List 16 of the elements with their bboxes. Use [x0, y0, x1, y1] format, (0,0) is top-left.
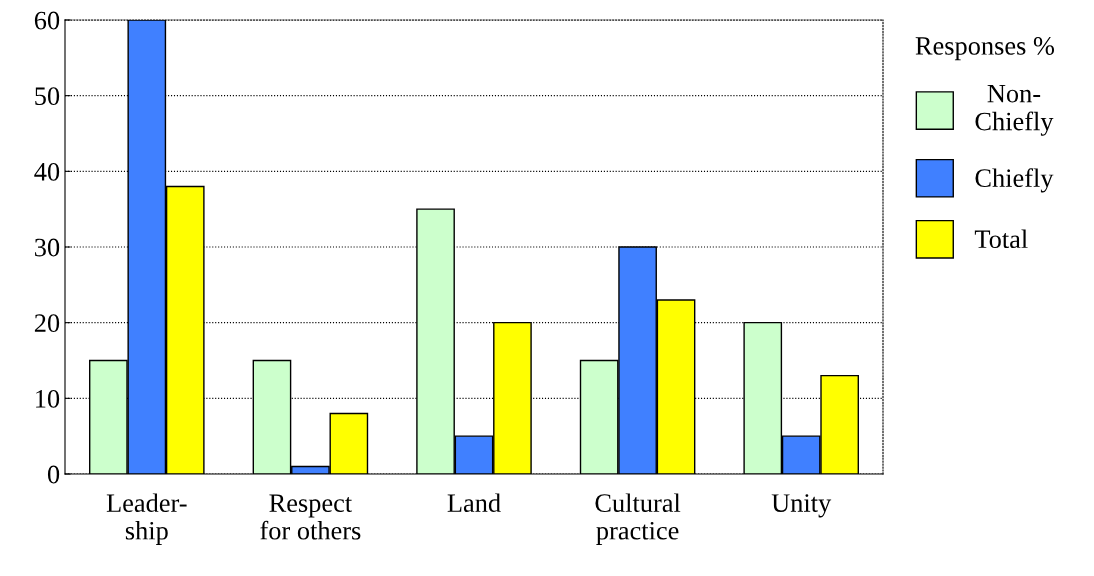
legend-label: Total — [974, 229, 1028, 249]
legend-label: Chiefly — [975, 168, 1054, 193]
y-tick-label: 10 — [36, 389, 60, 408]
y-tick-label: 60 — [34, 11, 60, 30]
y-tick-label: 0 — [47, 465, 60, 484]
y-tick-label: 40 — [34, 162, 60, 181]
x-tick-label: Land — [447, 493, 501, 513]
x-tick-label: Leader- ship — [106, 493, 187, 545]
y-tick-label: 20 — [34, 314, 60, 333]
y-tick-label: 30 — [35, 238, 60, 257]
y-tick-label: 50 — [35, 87, 60, 106]
x-tick-label: Respect for others — [260, 494, 361, 540]
x-tick-label: Cultural practice — [595, 493, 681, 545]
x-tick-label: Unity — [771, 494, 832, 518]
legend-label: Non- Chiefly — [975, 84, 1054, 136]
legend-title: Responses % — [915, 36, 1055, 61]
